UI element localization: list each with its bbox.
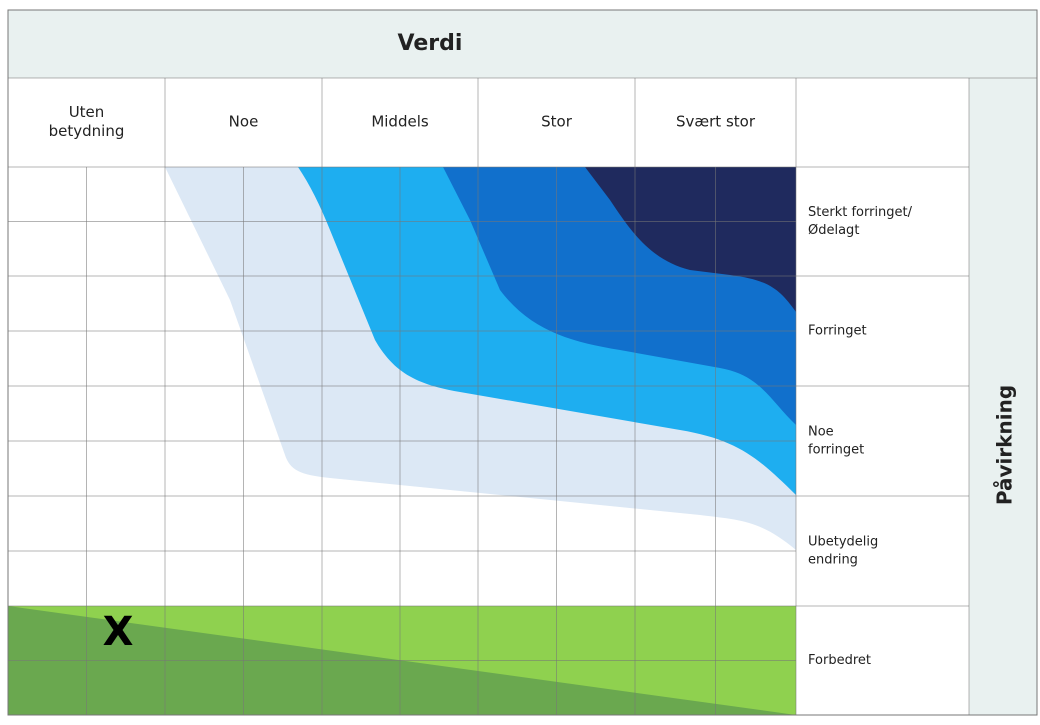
column-header: Noe (229, 113, 259, 131)
title: Verdi (398, 31, 463, 56)
row-label: Forbedret (808, 653, 871, 668)
column-header: Uten (69, 103, 105, 121)
side-bg (969, 78, 1037, 715)
marker: X (103, 609, 134, 655)
header-bg (8, 10, 1037, 78)
row-label: Noe (808, 425, 834, 440)
frame (7, 9, 1038, 716)
column-header: betydning (49, 122, 125, 140)
column-header: Stor (541, 113, 573, 131)
row-label: Ubetydelig (808, 535, 878, 550)
row-label: endring (808, 553, 858, 568)
side-label: Påvirkning (993, 385, 1017, 505)
row-label: Forringet (808, 324, 867, 339)
column-header: Svært stor (676, 113, 756, 131)
column-header: Middels (371, 113, 429, 131)
row-label: Sterkt forringet/ (808, 205, 913, 220)
row-label: forringet (808, 443, 864, 458)
row-label: Ødelagt (808, 223, 859, 238)
